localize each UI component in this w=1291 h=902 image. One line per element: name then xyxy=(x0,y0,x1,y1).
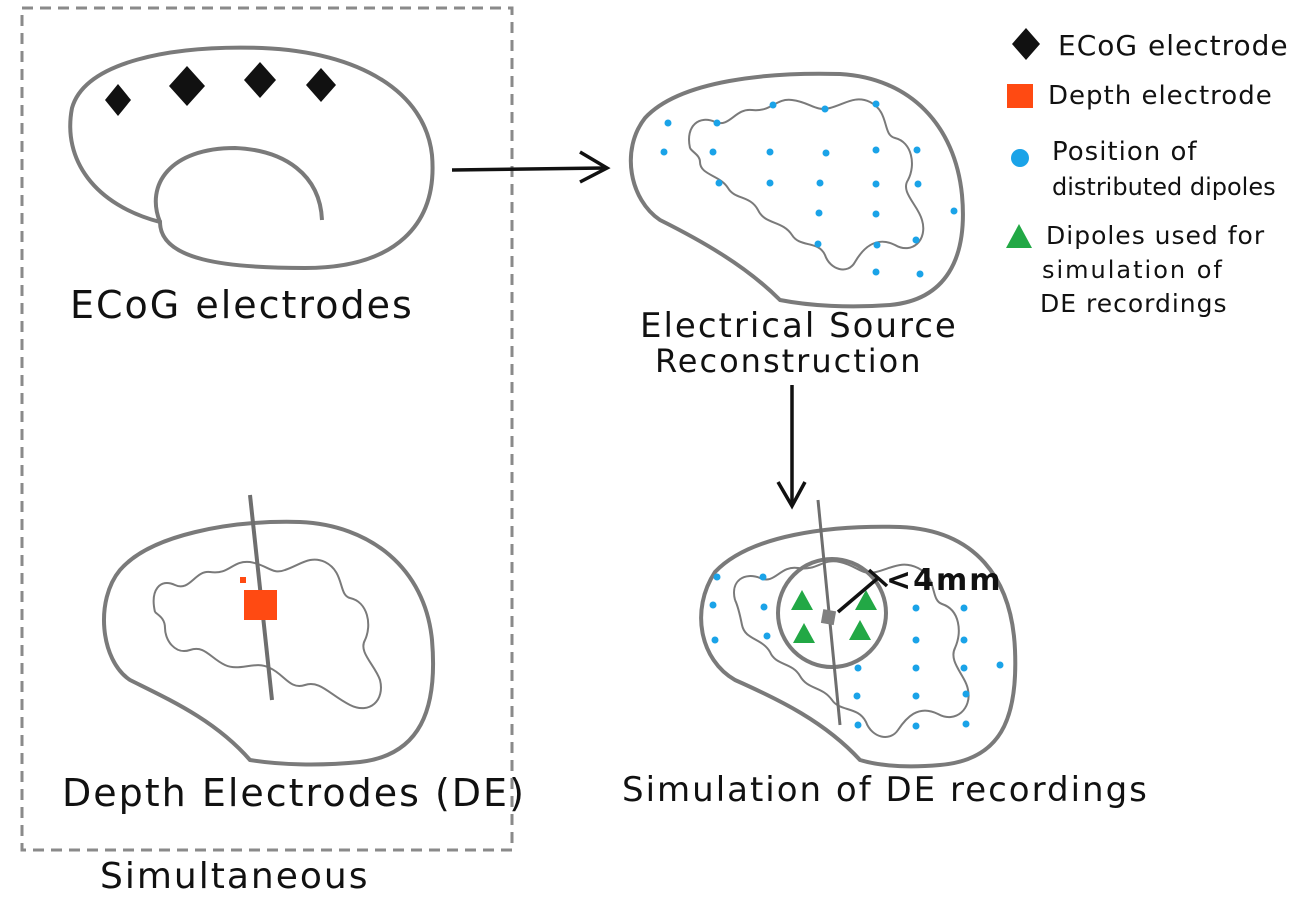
radius-label: <4mm xyxy=(886,563,1003,598)
ecog-electrode-1 xyxy=(105,84,131,116)
simultaneous-label: Simultaneous xyxy=(100,856,369,897)
brain-simulation-outline xyxy=(699,524,1018,769)
brain-depth xyxy=(102,494,436,767)
legend-depth-text: Depth electrode xyxy=(1048,81,1273,111)
brain-ecog-temporal-line xyxy=(153,145,324,223)
esr-label-line1: Electrical Source xyxy=(640,306,958,346)
arrow-down xyxy=(776,385,807,510)
ecog-electrode-3 xyxy=(244,62,276,98)
brain-esr-outline xyxy=(628,71,965,309)
legend-ecog-text: ECoG electrode xyxy=(1058,29,1289,62)
radius-indicator xyxy=(836,568,889,614)
legend-position-text-1: Position of xyxy=(1052,137,1198,167)
ecog-electrode-2 xyxy=(169,66,205,106)
simulation-radius-circle xyxy=(776,557,888,669)
legend-position-text-2: distributed dipoles xyxy=(1052,173,1276,201)
simultaneous-group-box xyxy=(20,6,514,852)
legend-dipoles-text-1: Dipoles used for xyxy=(1046,221,1265,250)
brain-esr-gyri xyxy=(688,98,925,271)
legend-dipoles-text-2: simulation of xyxy=(1042,256,1224,284)
simulation-center-marker xyxy=(820,609,837,626)
arrow-right xyxy=(451,150,611,184)
esr-label-line2: Reconstruction xyxy=(655,342,922,380)
brain-esr xyxy=(628,71,965,309)
ecog-electrode-4 xyxy=(306,68,336,102)
legend: ECoG electrode Depth electrode Position … xyxy=(1006,28,1289,318)
brain-simulation-gyri xyxy=(733,560,970,738)
legend-ecog-icon xyxy=(1012,28,1040,60)
depth-electrode-small-marker xyxy=(240,577,246,583)
simulation-dipoles xyxy=(709,573,1004,730)
brain-depth-outline xyxy=(102,519,436,767)
legend-sim-dipole-icon xyxy=(1006,224,1032,248)
ecog-label: ECoG electrodes xyxy=(70,283,414,327)
brain-ecog xyxy=(68,45,435,271)
simulation-green-dipoles xyxy=(791,590,877,643)
esr-dipoles xyxy=(660,100,958,278)
legend-dipoles-text-3: DE recordings xyxy=(1040,289,1228,318)
simulation-label: Simulation of DE recordings xyxy=(622,770,1149,810)
brain-simulation: <4mm xyxy=(699,499,1018,769)
legend-dipole-icon xyxy=(1011,149,1029,167)
legend-depth-icon xyxy=(1007,84,1033,108)
depth-electrode-marker xyxy=(244,590,277,620)
depth-label: Depth Electrodes (DE) xyxy=(62,771,526,815)
brain-depth-gyri xyxy=(152,558,382,710)
brain-ecog-outline xyxy=(68,45,435,271)
